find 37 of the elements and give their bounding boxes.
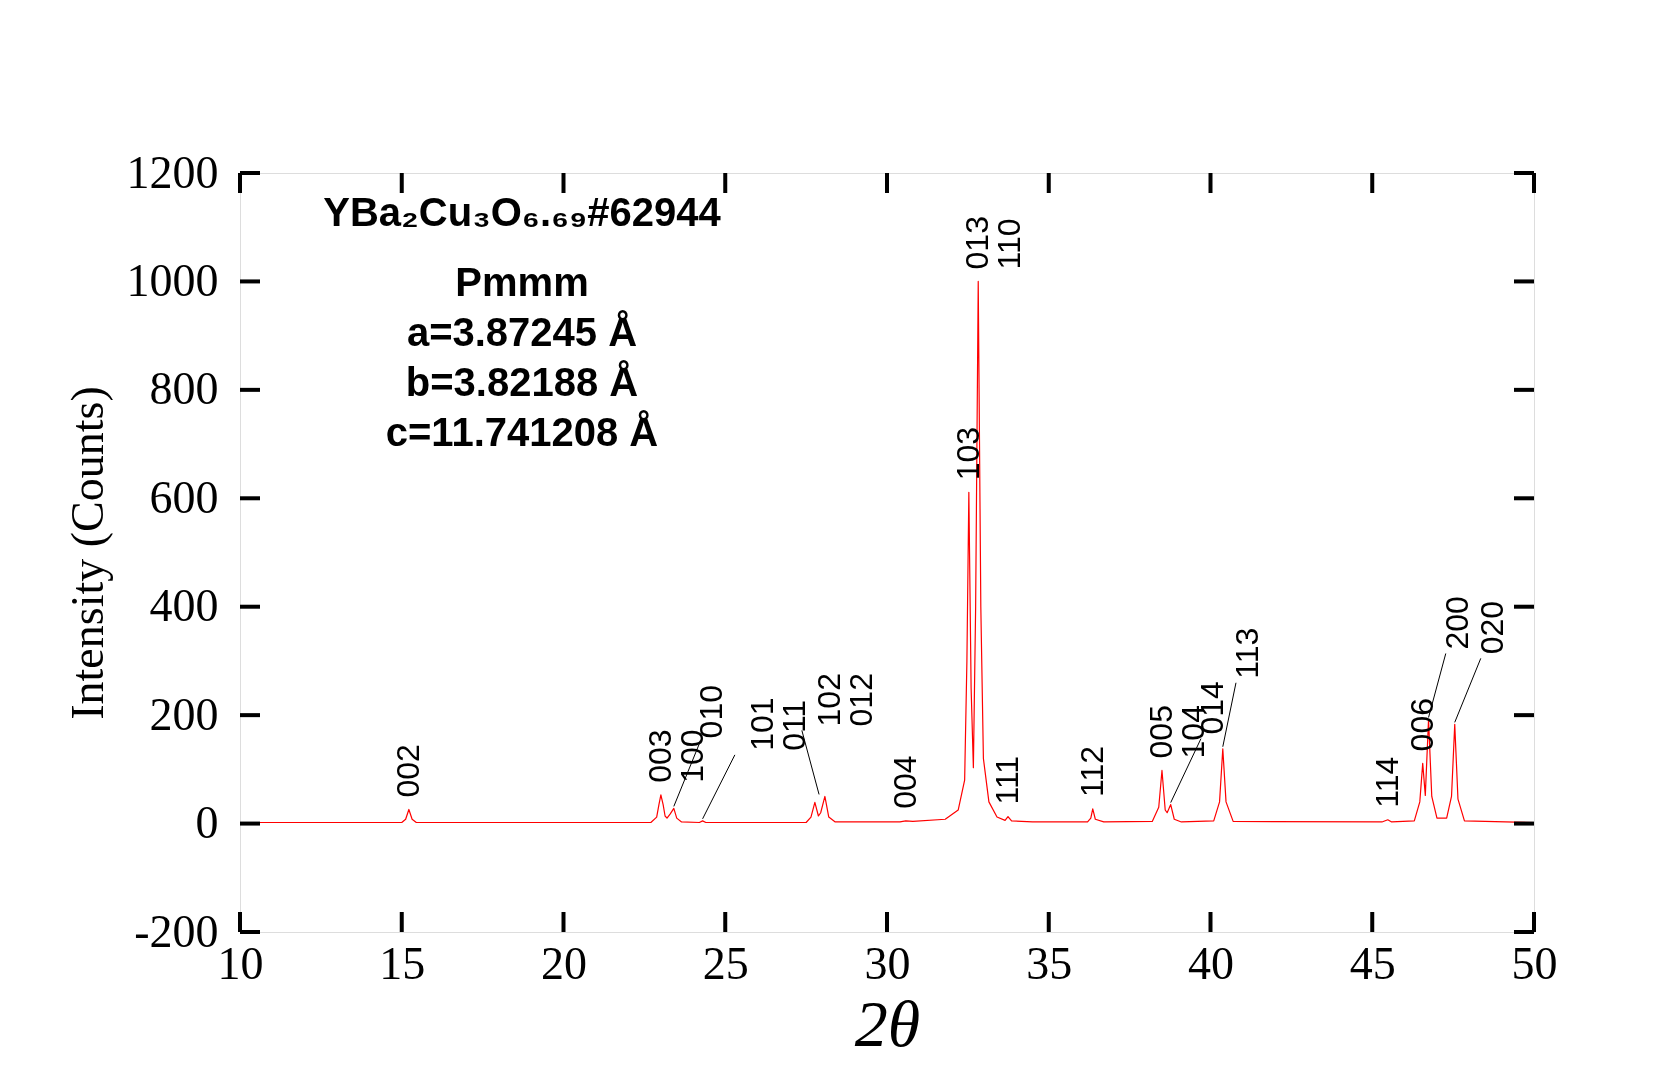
annotation: 102 012 (810, 673, 879, 727)
y-tick-label: 0 (195, 797, 219, 849)
y-tick-label: 1000 (126, 254, 219, 306)
x-tick-label: 10 (217, 937, 264, 989)
x-tick-label: 25 (702, 937, 749, 989)
y-tick-label: 200 (149, 688, 219, 740)
annotation: 020 (1473, 600, 1510, 655)
annotation: 013 110 (959, 216, 1028, 270)
x-tick-label: 15 (379, 937, 426, 989)
annotation: 101 011 (743, 697, 812, 751)
x-tick-label: 45 (1349, 937, 1396, 989)
y-tick-label: 1200 (126, 146, 219, 198)
y-tick-label: -200 (134, 905, 219, 957)
annotation: 112 (1073, 745, 1110, 797)
y-tick-label: 600 (149, 471, 219, 523)
annotation: a=3.87245 Å (406, 310, 638, 354)
x-tick-label: 20 (541, 937, 587, 989)
annotation: 113 (1228, 627, 1265, 679)
x-tick-label: 40 (1188, 937, 1234, 989)
annotation: 200 (1438, 596, 1475, 650)
annotation: 114 (1368, 756, 1405, 808)
annotation: YBa₂Cu₃O₆.₆₉#62944 (323, 190, 722, 234)
x-tick-label: 30 (864, 937, 911, 989)
x-tick-label: 35 (1026, 937, 1073, 989)
y-tick-label: 400 (149, 580, 219, 632)
annotation: b=3.82188 Å (405, 360, 639, 404)
y-tick-label: 800 (149, 363, 219, 415)
annotation: 103 (949, 426, 986, 481)
annotation: Pmmm (455, 260, 589, 304)
annotation: 111 (988, 755, 1025, 805)
x-axis-title: 2θ (854, 986, 921, 1060)
y-axis-title: Intensity (Counts) (61, 386, 113, 720)
annotation: 002 (389, 744, 426, 798)
x-tick-label: 50 (1511, 937, 1558, 989)
annotation: c=11.741208 Å (385, 410, 659, 454)
annotation: 004 (886, 755, 923, 809)
annotation: 006 (1403, 698, 1440, 752)
